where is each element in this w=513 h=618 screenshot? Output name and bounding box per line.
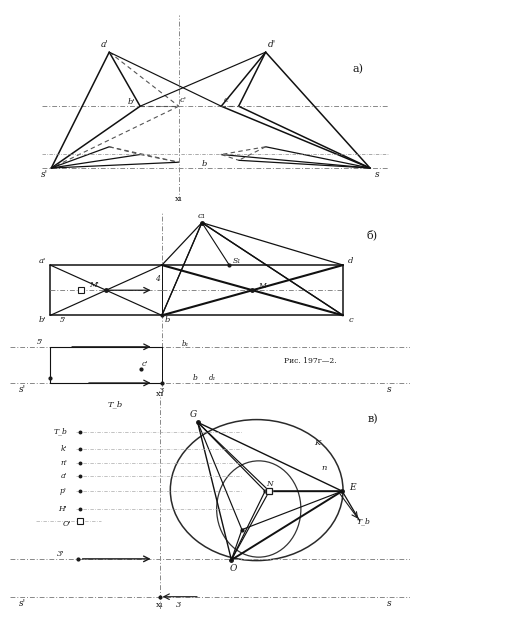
Text: 3: 3 bbox=[159, 387, 165, 395]
Text: a': a' bbox=[39, 256, 46, 265]
Text: N: N bbox=[266, 480, 272, 488]
Text: E: E bbox=[349, 483, 356, 492]
Text: c: c bbox=[348, 316, 353, 324]
Text: a': a' bbox=[61, 472, 67, 480]
Text: M': M' bbox=[89, 281, 99, 289]
Text: S₁: S₁ bbox=[233, 257, 241, 265]
Text: c: c bbox=[224, 96, 228, 104]
Text: s: s bbox=[374, 171, 379, 179]
Text: x₁: x₁ bbox=[175, 195, 183, 203]
Text: K: K bbox=[314, 439, 321, 447]
Text: a': a' bbox=[101, 40, 109, 49]
Text: b': b' bbox=[39, 316, 47, 324]
Text: b: b bbox=[201, 160, 207, 168]
Text: c': c' bbox=[142, 360, 148, 368]
Text: x₁: x₁ bbox=[156, 601, 164, 609]
Text: b': b' bbox=[128, 98, 135, 106]
Text: H': H' bbox=[58, 505, 67, 513]
Text: b₁: b₁ bbox=[182, 340, 189, 348]
Text: 4: 4 bbox=[155, 275, 160, 283]
Text: n': n' bbox=[60, 459, 67, 467]
Text: 5': 5' bbox=[60, 316, 66, 324]
Text: O: O bbox=[230, 564, 237, 573]
Text: б): б) bbox=[367, 230, 378, 240]
Text: 3: 3 bbox=[176, 601, 182, 609]
Text: T_b: T_b bbox=[53, 428, 67, 436]
Text: d: d bbox=[348, 256, 353, 265]
Text: s': s' bbox=[19, 386, 27, 394]
Text: c₁: c₁ bbox=[198, 212, 206, 220]
Text: s': s' bbox=[19, 599, 27, 608]
Text: O': O' bbox=[63, 520, 71, 528]
Text: 3': 3' bbox=[57, 549, 65, 557]
Text: Рис. 197г—2.: Рис. 197г—2. bbox=[284, 357, 337, 365]
Text: M: M bbox=[258, 282, 266, 290]
Text: p': p' bbox=[60, 487, 67, 495]
Text: n: n bbox=[321, 464, 327, 472]
Text: b: b bbox=[193, 375, 198, 382]
Text: G: G bbox=[190, 410, 197, 419]
Text: c': c' bbox=[180, 96, 187, 104]
Text: а): а) bbox=[353, 64, 364, 75]
Text: s: s bbox=[387, 599, 391, 608]
Text: k': k' bbox=[61, 445, 67, 453]
Text: s: s bbox=[387, 386, 391, 394]
Text: s': s' bbox=[41, 171, 48, 179]
Text: 5': 5' bbox=[36, 338, 43, 346]
Text: в): в) bbox=[367, 415, 378, 425]
Text: T_b: T_b bbox=[108, 400, 123, 408]
Text: T_b: T_b bbox=[357, 517, 371, 525]
Text: b: b bbox=[164, 316, 170, 324]
Text: d': d' bbox=[267, 40, 275, 49]
Text: x₁: x₁ bbox=[156, 390, 164, 398]
Text: d₁: d₁ bbox=[209, 375, 216, 382]
